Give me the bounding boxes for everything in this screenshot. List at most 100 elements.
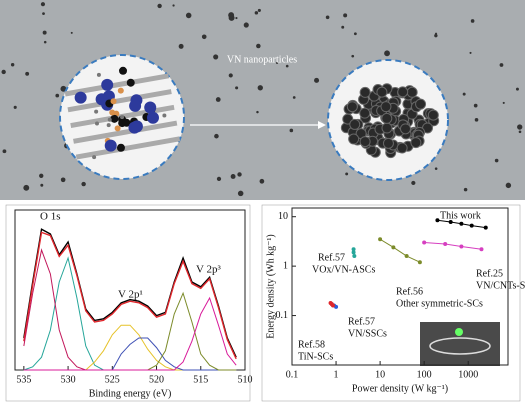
x-tick-label: 515 bbox=[193, 374, 208, 385]
dot bbox=[214, 133, 219, 139]
atom bbox=[92, 155, 97, 160]
atom bbox=[110, 98, 117, 105]
series-line bbox=[379, 238, 421, 263]
arrow-head bbox=[318, 121, 326, 129]
x-tick-label: 525 bbox=[105, 374, 120, 385]
dot bbox=[384, 50, 390, 57]
dot bbox=[325, 15, 330, 20]
image-label: VN nanoparticles bbox=[227, 54, 297, 65]
y-tick-label: 0.1 bbox=[276, 310, 289, 321]
atom bbox=[162, 113, 167, 118]
x-tick-label: 535 bbox=[16, 374, 31, 385]
particle bbox=[380, 101, 392, 113]
dot bbox=[43, 40, 47, 44]
dot bbox=[213, 54, 219, 60]
spectrum-line bbox=[23, 324, 237, 371]
x-axis-label: Binding energy (eV) bbox=[89, 388, 172, 399]
atom bbox=[128, 121, 141, 134]
y-tick-label: 1 bbox=[283, 260, 288, 271]
layer bbox=[64, 73, 169, 97]
dot bbox=[256, 110, 259, 114]
particle bbox=[399, 123, 411, 135]
atom bbox=[74, 91, 87, 104]
data-point bbox=[459, 244, 464, 249]
dot bbox=[235, 86, 239, 90]
dot bbox=[215, 97, 221, 102]
dot bbox=[40, 2, 46, 7]
dot bbox=[314, 77, 320, 83]
data-point bbox=[448, 220, 453, 225]
spectrum-line bbox=[23, 337, 237, 371]
dot bbox=[275, 61, 279, 65]
data-point bbox=[330, 303, 335, 308]
x-tick-label: 1000 bbox=[458, 369, 478, 380]
dot bbox=[172, 4, 175, 7]
dot bbox=[259, 178, 265, 184]
series-label: This work bbox=[440, 210, 481, 221]
atom bbox=[94, 109, 99, 114]
plot-frame bbox=[291, 207, 509, 366]
dot bbox=[257, 85, 263, 91]
spectrum-line bbox=[23, 296, 237, 371]
x-axis-label: Power density (W kg⁻¹) bbox=[352, 383, 448, 394]
particle bbox=[376, 86, 388, 98]
dot bbox=[285, 64, 289, 68]
dot bbox=[470, 19, 475, 23]
particle bbox=[349, 118, 361, 130]
x-tick-label: 100 bbox=[417, 369, 432, 380]
dot bbox=[254, 11, 259, 15]
data-point bbox=[417, 260, 422, 265]
dot bbox=[216, 176, 222, 181]
series-note: VN/SSCs bbox=[348, 328, 387, 339]
data-point bbox=[469, 223, 474, 228]
data-point bbox=[352, 254, 357, 259]
atom bbox=[106, 123, 111, 128]
series-label: Ref.56 bbox=[396, 286, 423, 297]
atom bbox=[104, 139, 117, 152]
dot bbox=[257, 8, 261, 12]
dot bbox=[292, 96, 296, 99]
dot bbox=[13, 105, 17, 109]
dot bbox=[228, 73, 233, 78]
dot bbox=[434, 167, 438, 170]
atom bbox=[94, 121, 99, 126]
dot bbox=[345, 172, 349, 176]
atom bbox=[96, 72, 101, 77]
data-point bbox=[479, 247, 484, 252]
dot bbox=[341, 25, 345, 29]
particle bbox=[346, 101, 358, 113]
dot bbox=[25, 71, 30, 76]
particle bbox=[348, 133, 360, 145]
x-tick-label: 510 bbox=[238, 374, 253, 385]
x-tick-label: 530 bbox=[61, 374, 76, 385]
particle bbox=[427, 109, 439, 121]
particle bbox=[406, 86, 418, 98]
dot bbox=[474, 118, 479, 122]
data-point bbox=[422, 240, 427, 245]
particle bbox=[410, 137, 422, 149]
series-note: VOx/VN-ASCs bbox=[312, 264, 375, 275]
dot bbox=[55, 93, 60, 98]
dot bbox=[228, 12, 235, 19]
dot bbox=[157, 3, 162, 9]
panel-c bbox=[261, 204, 521, 402]
data-point bbox=[351, 247, 356, 252]
series-note: VN/CNTs-SCs bbox=[476, 280, 525, 291]
dot bbox=[185, 12, 192, 19]
particle bbox=[382, 137, 394, 149]
data-point bbox=[334, 304, 339, 309]
dot bbox=[60, 177, 66, 183]
dot bbox=[243, 22, 249, 28]
dot bbox=[23, 184, 30, 191]
series-label: Ref.57 bbox=[348, 316, 375, 327]
dot bbox=[473, 103, 478, 108]
dot bbox=[351, 54, 355, 58]
dot bbox=[201, 34, 207, 40]
particle bbox=[397, 86, 409, 98]
panel-b bbox=[5, 204, 251, 402]
data-point bbox=[435, 218, 440, 223]
atom bbox=[109, 109, 116, 116]
particle bbox=[359, 107, 371, 119]
layer bbox=[67, 89, 172, 113]
